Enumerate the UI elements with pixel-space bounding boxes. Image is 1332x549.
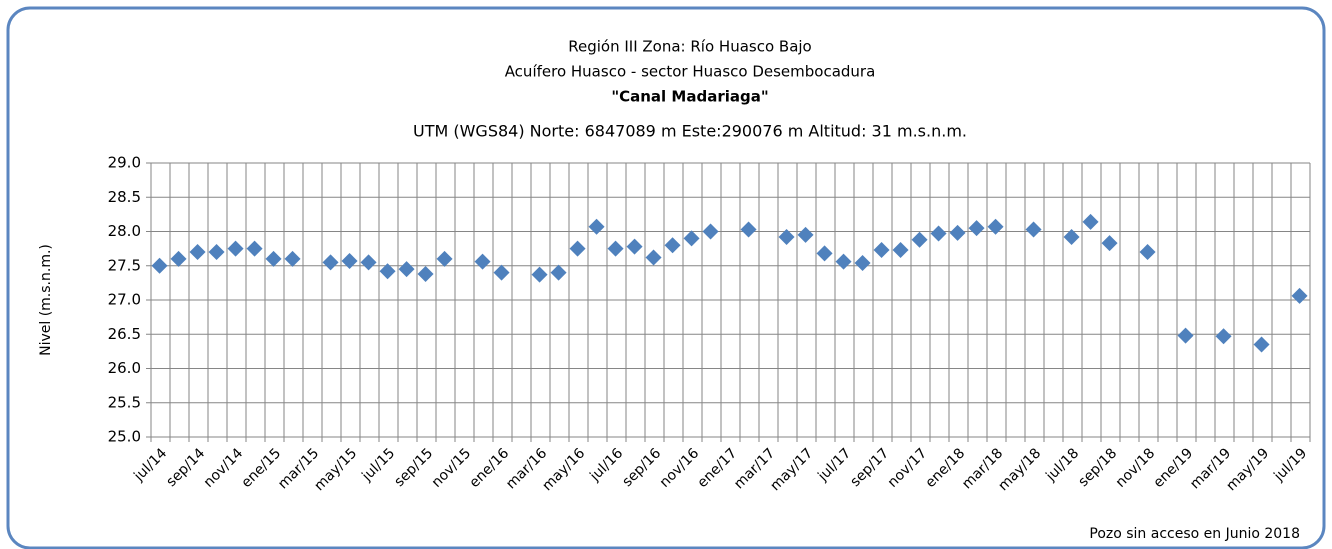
title-line: Acuífero Huasco - sector Huasco Desemboc… [505, 63, 876, 81]
point [493, 264, 510, 281]
point [341, 252, 358, 269]
point [664, 237, 681, 254]
point [417, 265, 434, 282]
point [607, 240, 624, 257]
y-tick-label: 27.5 [108, 256, 141, 274]
point [170, 250, 187, 267]
y-tick-label: 28.0 [108, 222, 141, 240]
point [949, 224, 966, 241]
point [645, 249, 662, 266]
point [588, 218, 605, 235]
point [1101, 235, 1118, 252]
point [379, 263, 396, 280]
point [550, 264, 567, 281]
point [816, 245, 833, 262]
y-tick-label: 26.5 [108, 325, 141, 343]
point [398, 261, 415, 278]
point [683, 230, 700, 247]
point [189, 244, 206, 261]
point [626, 238, 643, 255]
point [1082, 213, 1099, 230]
point [265, 250, 282, 267]
y-tick-label: 26.0 [108, 359, 141, 377]
point [474, 253, 491, 270]
point [835, 253, 852, 270]
point [1177, 327, 1194, 344]
point [284, 250, 301, 267]
point [531, 266, 548, 283]
point [930, 225, 947, 242]
point [987, 218, 1004, 235]
point [797, 226, 814, 243]
point [569, 240, 586, 257]
point [740, 221, 757, 238]
point [1063, 228, 1080, 245]
point [322, 254, 339, 271]
point [246, 240, 263, 257]
point [1253, 336, 1270, 353]
point [968, 220, 985, 237]
point [1139, 244, 1156, 261]
point [1291, 287, 1308, 304]
y-tick-label: 29.0 [108, 154, 141, 172]
chart-border [6, 6, 1326, 549]
point [911, 231, 928, 248]
annotation: Pozo sin acceso en Junio 2018 [1089, 526, 1300, 542]
point [436, 250, 453, 267]
point [1215, 328, 1232, 345]
y-tick-label: 27.0 [108, 291, 141, 309]
point [227, 240, 244, 257]
point [151, 257, 168, 274]
point [1025, 221, 1042, 238]
point [892, 241, 909, 258]
point [702, 223, 719, 240]
title-line: "Canal Madariaga" [611, 88, 768, 106]
y-axis-label: Nivel (m.s.n.m.) [38, 244, 54, 356]
y-tick-label: 25.5 [108, 393, 141, 411]
point [208, 244, 225, 261]
point [873, 241, 890, 258]
title-line: Región III Zona: Río Huasco Bajo [568, 38, 811, 56]
y-tick-label: 25.0 [108, 428, 141, 446]
title-line: UTM (WGS84) Norte: 6847089 m Este:290076… [413, 122, 967, 141]
y-tick-label: 28.5 [108, 188, 141, 206]
point [360, 254, 377, 271]
point [854, 255, 871, 272]
point [778, 228, 795, 245]
